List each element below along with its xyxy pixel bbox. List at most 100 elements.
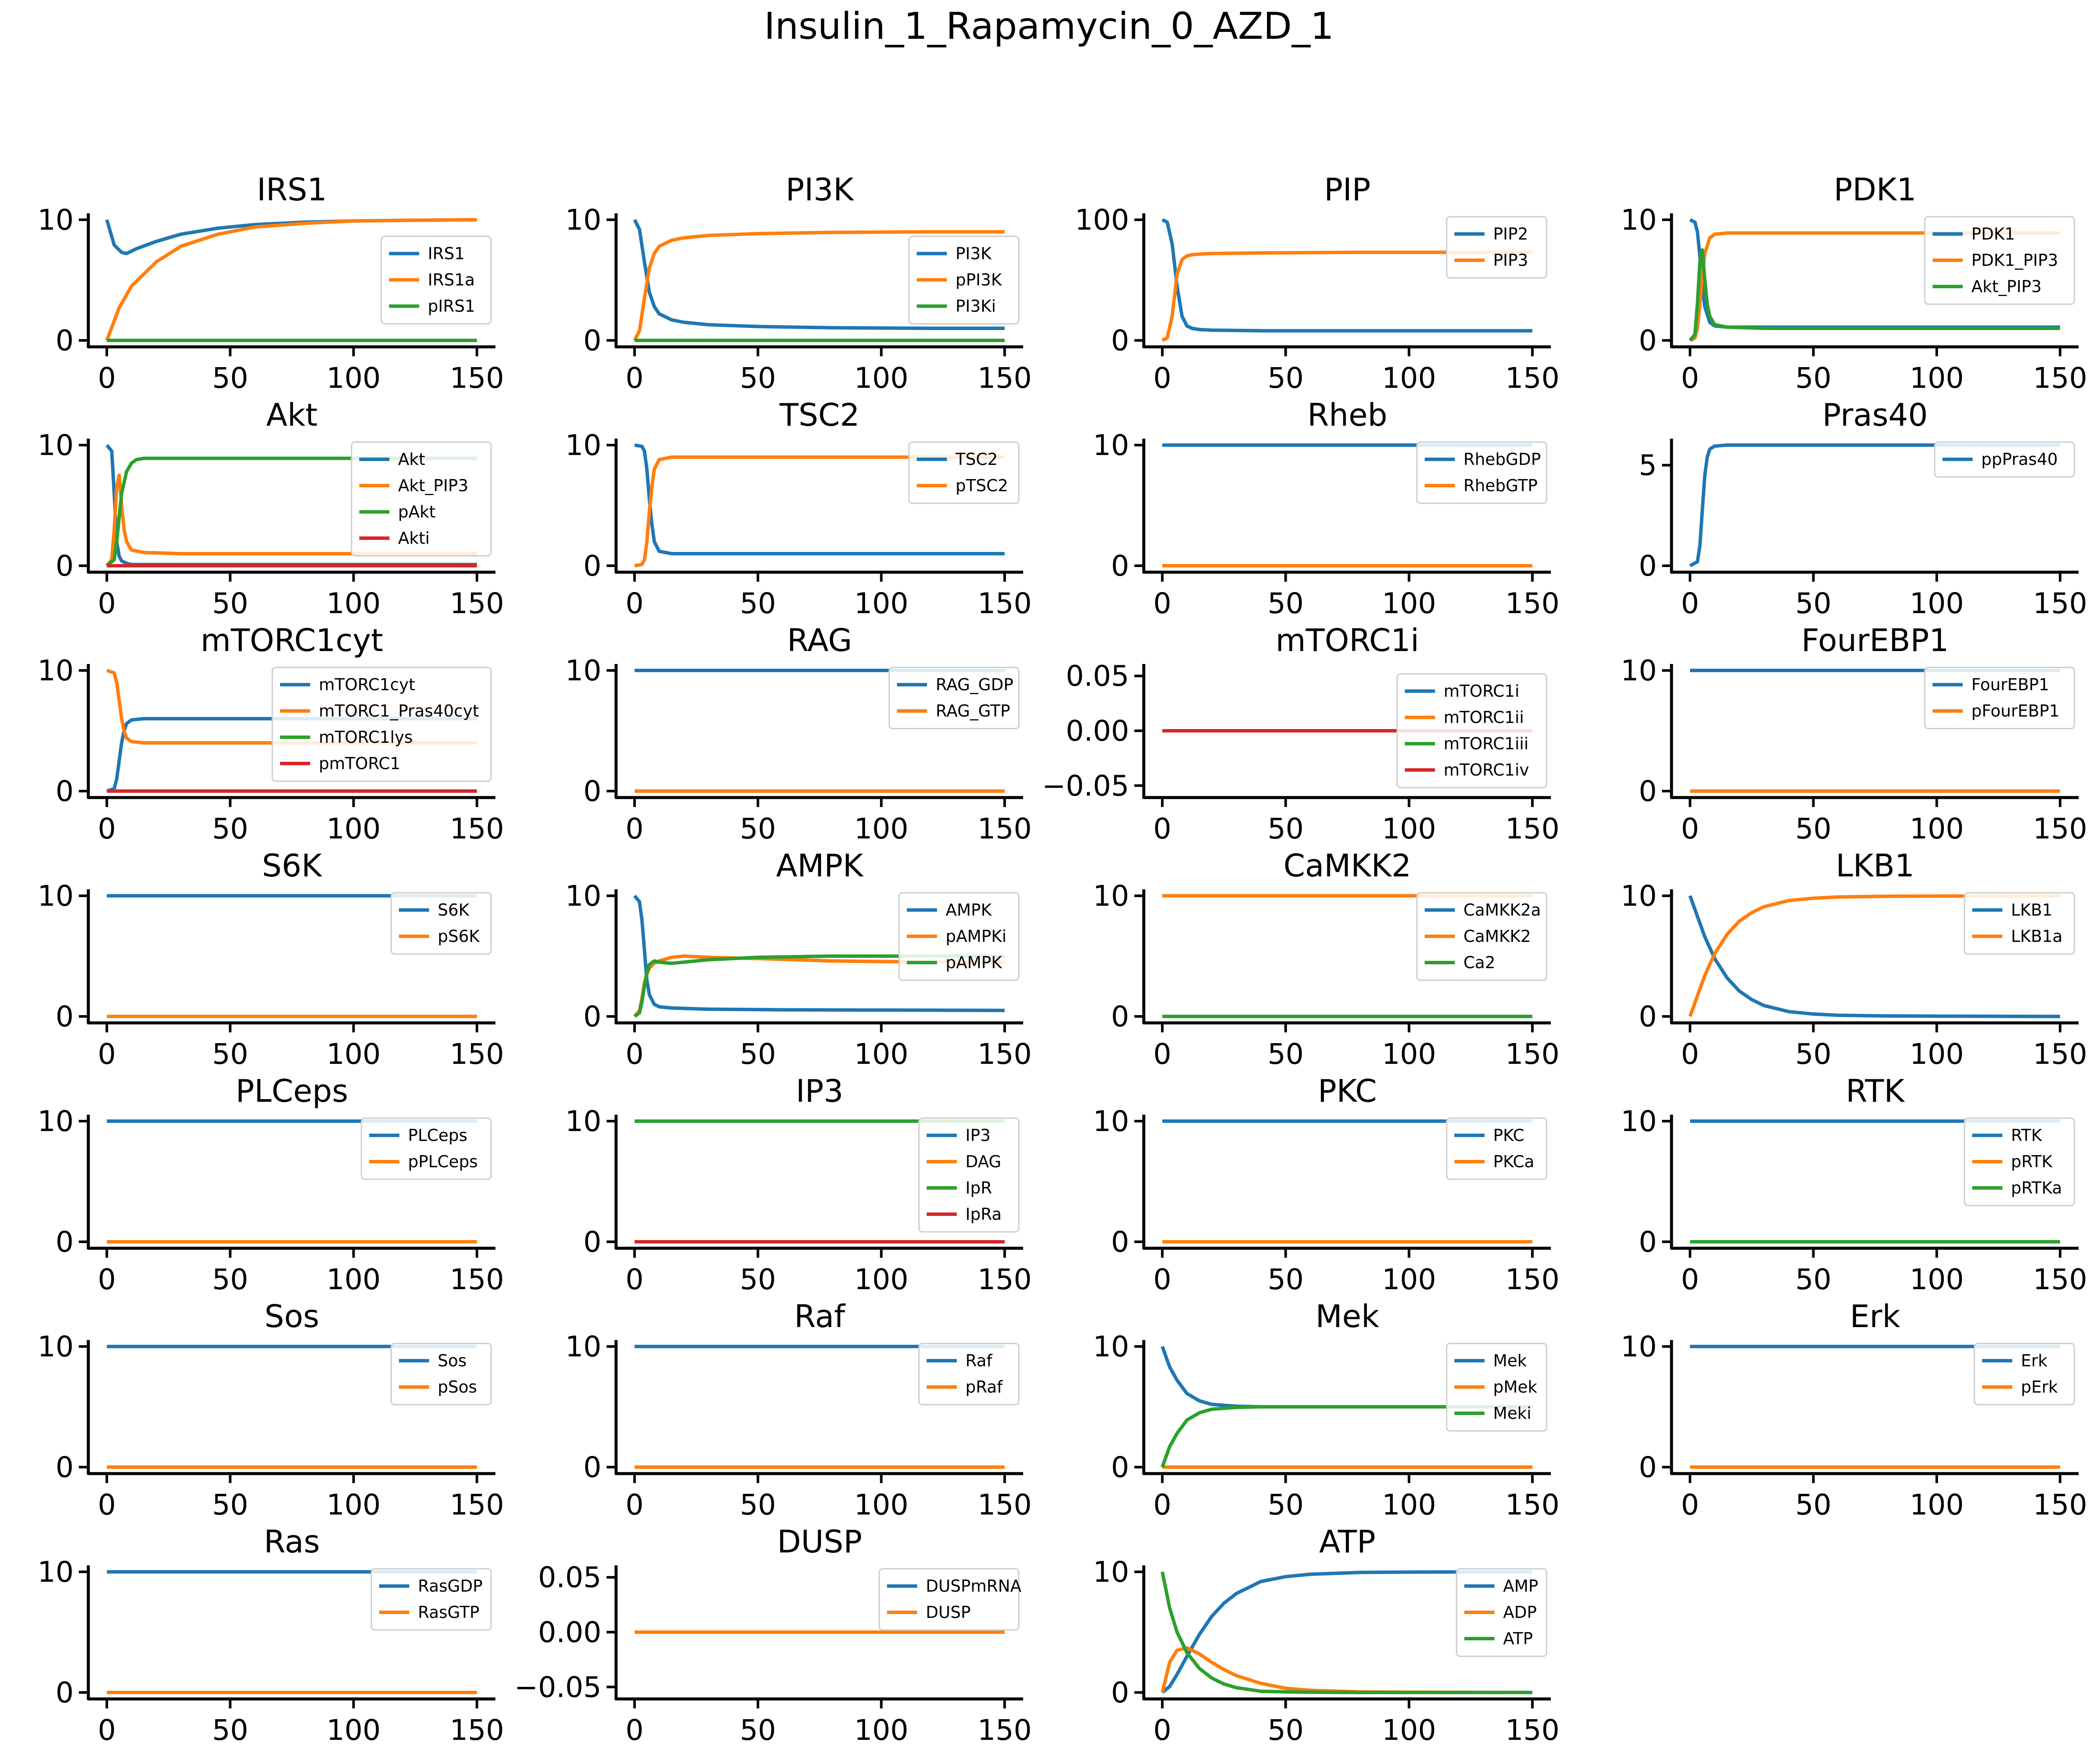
x-tick-label: 50 [212,1488,248,1521]
legend-label: Raf [965,1351,993,1370]
legend-label: mTORC1ii [1444,708,1524,727]
y-tick-label: 10 [1093,879,1129,913]
x-tick-label: 0 [626,1263,644,1296]
subplot-title: Raf [794,1298,846,1334]
subplot-title: PKC [1318,1073,1377,1109]
y-tick-label: 10 [565,203,601,237]
legend-label: pPI3K [956,271,1002,290]
legend-box [1446,1117,1547,1180]
y-tick-label: 10 [1093,429,1129,462]
legend-label: pMek [1493,1378,1537,1396]
series-line [1161,1570,1533,1694]
x-tick-label: 150 [977,1488,1032,1521]
subplot-lkb1: LKB1 0 50 100 150 0 10 LKB1 LKB1a [1621,848,2087,1071]
subplot-title: RAG [787,622,852,658]
x-tick-label: 0 [626,587,644,620]
legend-label: Akt_PIP3 [398,476,468,495]
y-tick-label: 0 [56,1451,74,1484]
x-tick-label: 50 [1795,1488,1831,1521]
x-tick-label: 150 [977,1714,1032,1747]
legend: ppPras40 [1934,441,2075,478]
y-tick-label: −0.05 [1042,769,1129,802]
y-tick-label: 10 [1093,1330,1129,1363]
x-tick-label: 150 [2033,812,2087,845]
y-tick-label: 0 [1111,1225,1129,1259]
series-line [106,669,477,745]
subplot-title: Akt [266,397,318,433]
subplot-title: CaMKK2 [1283,848,1411,884]
legend-label: RTK [2011,1126,2042,1145]
y-tick-label: 0 [56,1225,74,1259]
x-tick-label: 100 [854,1263,909,1296]
legend-label: pmTORC1 [319,754,400,773]
x-tick-label: 100 [1382,1263,1436,1296]
x-tick-label: 100 [1382,587,1436,620]
x-tick-label: 100 [854,1488,909,1521]
x-tick-label: 150 [1505,1488,1559,1521]
series-line [106,717,477,793]
x-tick-label: 0 [1153,362,1171,395]
legend: RTK pRTK pRTKa [1964,1117,2075,1206]
x-tick-label: 150 [2033,1488,2087,1521]
legend-box [351,441,492,557]
legend-label: pErk [2021,1378,2058,1396]
x-tick-label: 50 [1267,1488,1304,1521]
y-tick-label: 10 [565,654,601,687]
x-tick-label: 100 [1382,1488,1436,1521]
x-tick-label: 0 [1153,1714,1171,1747]
legend-label: RAG_GTP [936,701,1010,720]
legend: PIP2 PIP3 [1446,216,1547,279]
x-tick-label: 100 [854,1714,909,1747]
legend-label: Ca2 [1463,953,1495,972]
legend-box [1446,216,1547,279]
legend-label: PI3Ki [956,297,996,316]
y-tick-label: 10 [37,1330,74,1363]
y-tick-label: 0 [1111,1451,1129,1484]
x-tick-label: 100 [327,1714,381,1747]
x-tick-label: 100 [327,1488,381,1521]
legend-box [380,236,492,324]
y-tick-label: 10 [37,1105,74,1138]
legend-label: Akti [398,529,430,548]
subplot-title: ATP [1319,1524,1376,1560]
legend-label: DUSP [926,1603,971,1622]
legend-box [888,667,1020,729]
series-line [634,443,1005,555]
legend-label: IP3 [965,1126,990,1145]
y-tick-label: 0 [56,549,74,583]
y-tick-label: 0.05 [538,1561,601,1594]
legend: Akt Akt_PIP3 pAkt Akti [351,441,492,557]
legend: AMP ADP ATP [1456,1568,1547,1657]
legend-box [1964,1117,2075,1206]
x-tick-label: 50 [1267,812,1304,845]
legend-label: pRTKa [2011,1178,2062,1197]
subplot-title: mTORC1cyt [201,622,383,658]
legend-label: DUSPmRNA [926,1577,1021,1596]
legend-box [1416,441,1547,504]
y-tick-label: 0 [1639,324,1657,357]
y-tick-label: 0 [1639,775,1657,808]
subplot-title: PI3K [786,171,854,208]
legend-box [370,1568,492,1631]
legend: CaMKK2a CaMKK2 Ca2 [1416,892,1547,981]
x-tick-label: 50 [1795,812,1831,845]
y-tick-label: 0 [583,1451,601,1484]
subplot-title: PDK1 [1834,171,1917,208]
legend: RhebGDP RhebGTP [1416,441,1547,504]
legend-label: RAG_GDP [936,675,1013,694]
legend-label: Mek [1493,1351,1527,1370]
x-tick-label: 0 [1681,1038,1699,1071]
legend-box [361,1117,492,1180]
subplot-title: PLCeps [236,1073,348,1109]
legend-label: pAMPKi [946,927,1006,946]
x-tick-label: 0 [1681,362,1699,395]
series-line [633,230,1005,341]
x-tick-label: 150 [450,1714,504,1747]
x-tick-label: 50 [740,1038,776,1071]
y-tick-label: 100 [1075,203,1129,237]
y-tick-label: 0.05 [1066,660,1129,693]
series-line [105,474,477,567]
subplot-pi3k: PI3K 0 50 100 150 0 10 PI3K pPI3K PI3Ki [565,171,1032,395]
subplot-title: PIP [1324,171,1370,208]
legend-label: pIRS1 [428,297,475,316]
